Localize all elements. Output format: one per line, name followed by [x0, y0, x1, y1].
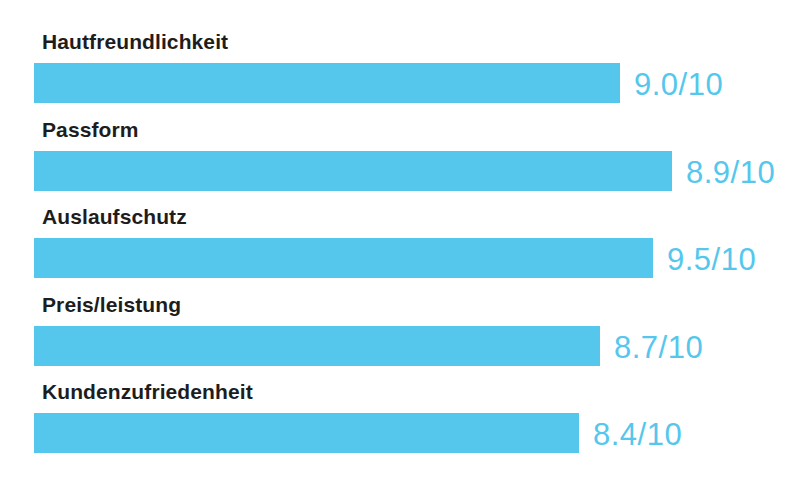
rating-label: Preis/leistung [42, 292, 800, 318]
bar-line: 9.0/10 [34, 63, 800, 103]
rating-value: 8.7/10 [614, 330, 703, 366]
chart-area: Hautfreundlichkeit 9.0/10 Passform 8.9/1… [0, 0, 800, 453]
rating-bar [34, 238, 653, 278]
rating-label: Passform [42, 117, 800, 143]
rating-value: 8.4/10 [593, 417, 682, 453]
bar-line: 8.9/10 [34, 151, 800, 191]
rating-row: Kundenzufriedenheit 8.4/10 [34, 379, 800, 453]
rating-label: Kundenzufriedenheit [42, 379, 800, 405]
rating-value: 8.9/10 [686, 155, 775, 191]
rating-value: 9.5/10 [667, 242, 756, 278]
rating-label: Hautfreundlichkeit [42, 29, 800, 55]
rating-bar [34, 63, 620, 103]
bar-line: 8.7/10 [34, 326, 800, 366]
rating-bar-chart: Hautfreundlichkeit 9.0/10 Passform 8.9/1… [0, 0, 800, 500]
rating-row: Auslaufschutz 9.5/10 [34, 204, 800, 278]
rating-row: Hautfreundlichkeit 9.0/10 [34, 29, 800, 103]
bar-line: 8.4/10 [34, 413, 800, 453]
rating-label: Auslaufschutz [42, 204, 800, 230]
rating-bar [34, 151, 672, 191]
rating-value: 9.0/10 [634, 67, 723, 103]
rating-bar [34, 413, 579, 453]
rating-bar [34, 326, 600, 366]
bar-line: 9.5/10 [34, 238, 800, 278]
rating-row: Preis/leistung 8.7/10 [34, 292, 800, 366]
rating-row: Passform 8.9/10 [34, 117, 800, 191]
